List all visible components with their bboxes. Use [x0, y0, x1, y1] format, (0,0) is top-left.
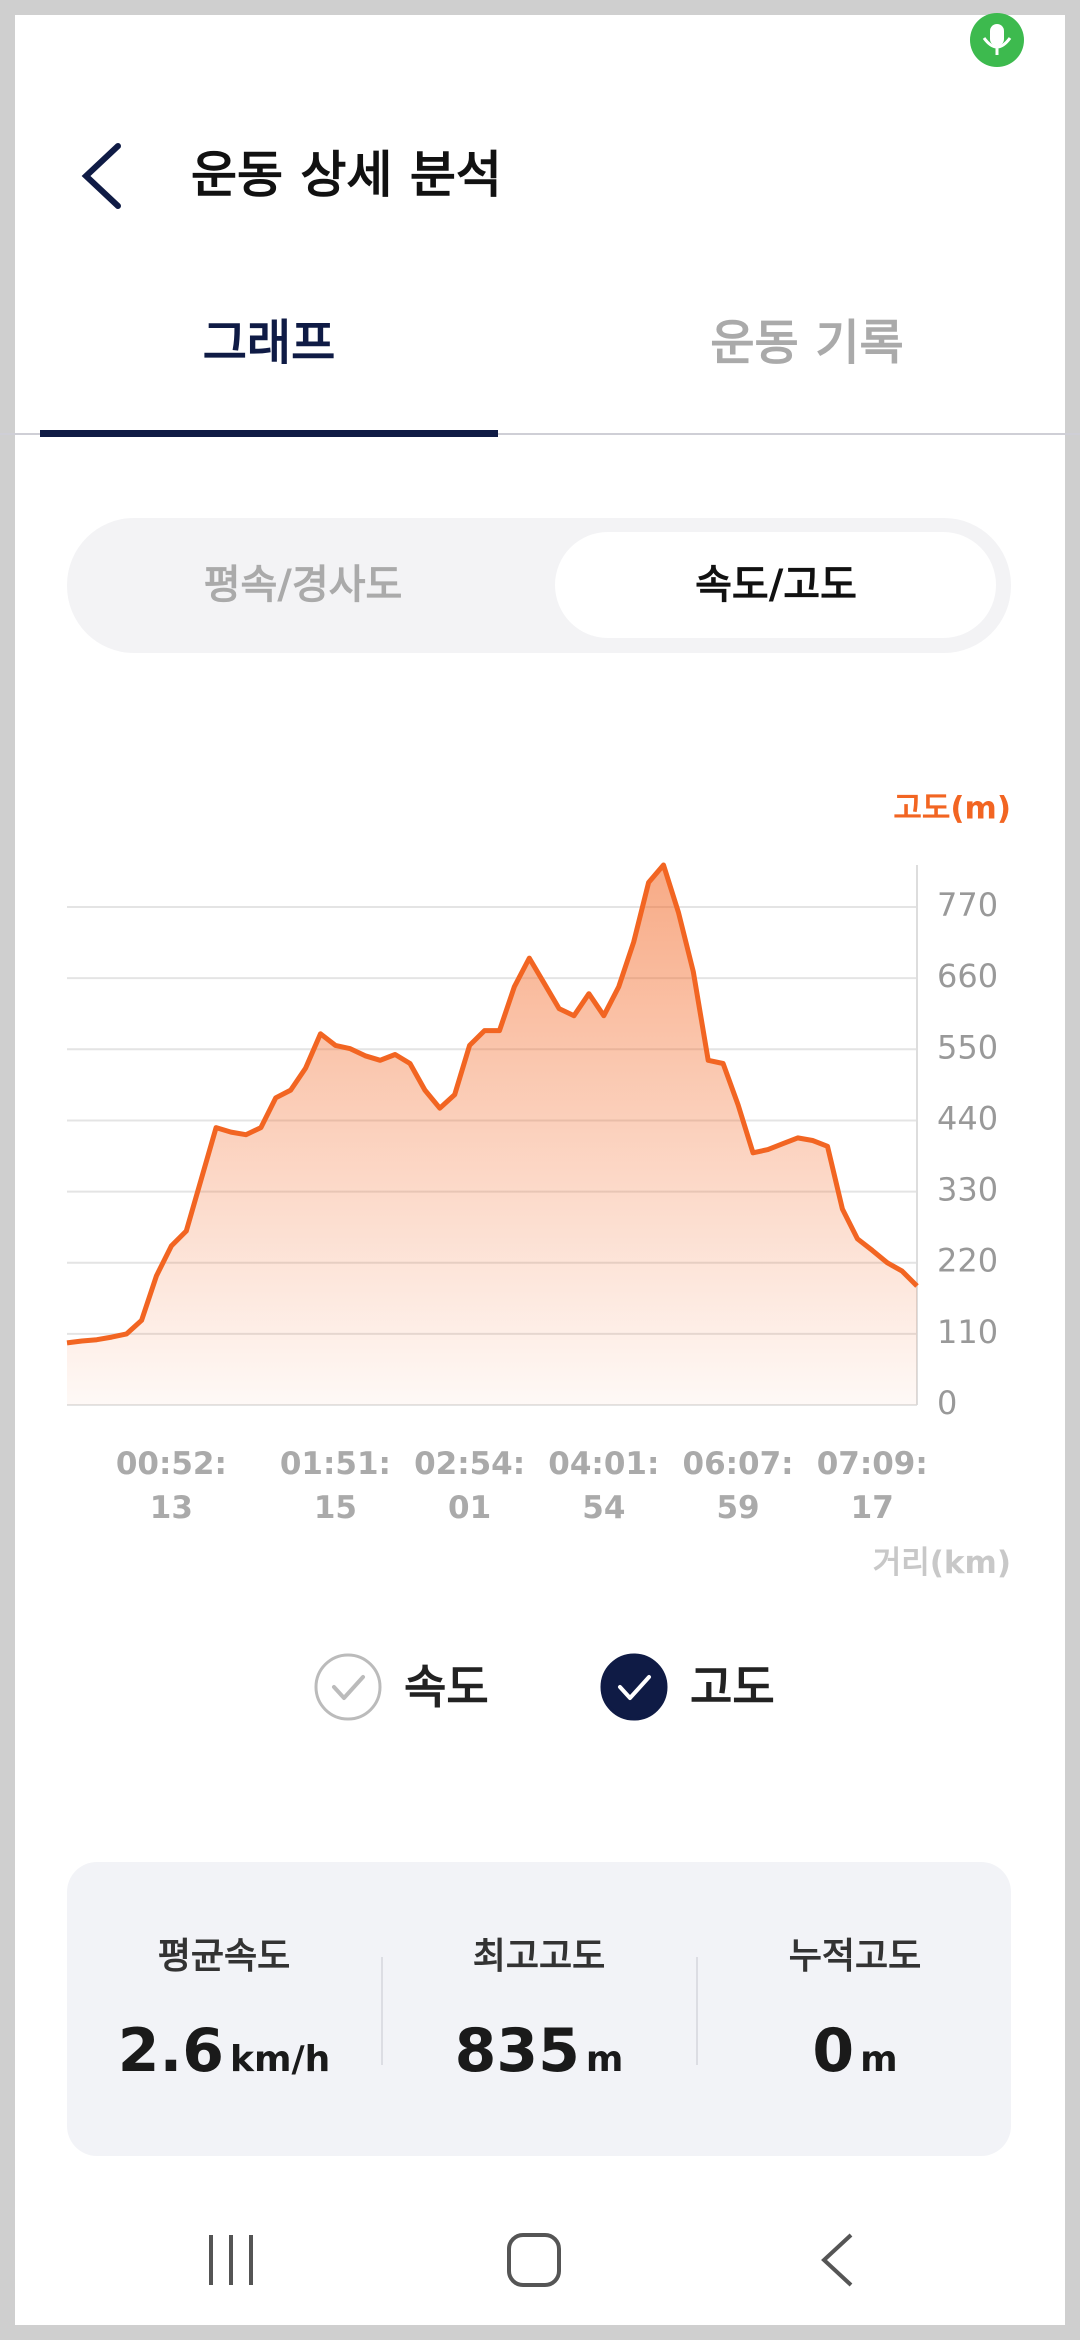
y-tick-label: 0: [937, 1384, 957, 1422]
mic-icon: [990, 24, 1004, 46]
y-tick-label: 110: [937, 1313, 998, 1351]
y-tick-label: 770: [937, 886, 998, 924]
stat-value: 835: [454, 2016, 580, 2086]
x-tick-label: 06:07:59: [682, 1446, 794, 1526]
y-tick-label: 440: [937, 1099, 998, 1137]
nav-bar: [209, 2233, 853, 2287]
nav-recent[interactable]: [209, 2235, 253, 2285]
tab-indicator: [40, 430, 498, 437]
stats-card: [67, 1862, 1011, 2156]
y-tick-label: 330: [937, 1171, 998, 1209]
mic-icon-stand: [982, 37, 1012, 55]
x-tick-label: 02:54:01: [414, 1446, 526, 1526]
stat-unit: m: [860, 2039, 898, 2080]
legend-icons: [314, 1653, 668, 1721]
x-tick-label: 07:09:17: [816, 1446, 928, 1526]
stat-label: 최고고도: [472, 1936, 606, 1977]
area-line: [66, 862, 919, 1346]
stat-unit: m: [585, 2039, 624, 2080]
legend-label[interactable]: 고도: [690, 1660, 775, 1714]
stat-value-row: 2.6 km/h: [64, 2016, 384, 2101]
y-tick-label: 550: [937, 1028, 998, 1066]
stat-unit: km/h: [230, 2039, 331, 2080]
nav-home[interactable]: [507, 2233, 561, 2287]
nav-back[interactable]: [821, 2233, 853, 2287]
segment[interactable]: 속도/고도: [695, 562, 857, 608]
x-tick-label: 04:01:54: [548, 1446, 660, 1526]
y-tick-label: 660: [937, 957, 998, 995]
chart: 고도(m) 0 110 220 330 440 550 660 770: [66, 791, 1011, 1422]
stat-value: 0: [812, 2016, 855, 2086]
y-tick-label: 220: [937, 1242, 998, 1280]
stat-label: 평균속도: [157, 1936, 291, 1977]
segment[interactable]: 평속/경사도: [203, 562, 403, 608]
check-mark: [618, 1675, 651, 1700]
stat-value: 2.6: [117, 2016, 225, 2086]
stat-value-row: 835 m: [379, 2016, 699, 2101]
tab[interactable]: 운동 기록: [710, 315, 904, 371]
tab[interactable]: 그래프: [202, 315, 336, 371]
page-title: 운동 상세 분석: [191, 146, 502, 204]
legend-checkbox[interactable]: [600, 1653, 668, 1721]
stat-label: 누적고도: [788, 1936, 922, 1977]
area-fill: [67, 865, 917, 1405]
segment-active: [555, 532, 996, 638]
check-mark: [332, 1675, 365, 1700]
legend-label[interactable]: 속도: [404, 1660, 489, 1714]
x-axis-label: 거리(km): [872, 1545, 1011, 1581]
y-axis-label: 고도(m): [893, 791, 1011, 827]
x-tick-label: 00:52:13: [115, 1446, 227, 1526]
back-button[interactable]: [81, 143, 121, 209]
legend-checkbox[interactable]: [314, 1653, 382, 1721]
x-tick-label: 01:51:15: [279, 1446, 391, 1526]
